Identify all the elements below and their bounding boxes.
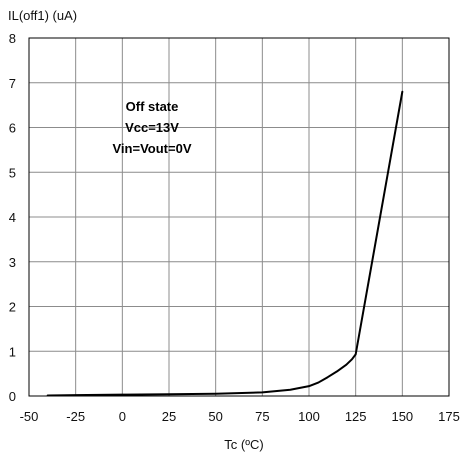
y-tick-label: 7 — [9, 76, 16, 91]
y-tick-label: 0 — [9, 389, 16, 404]
x-tick-label: 125 — [345, 409, 367, 424]
x-tick-label: 0 — [119, 409, 126, 424]
series-line — [46, 90, 404, 397]
y-tick-label: 6 — [9, 121, 16, 136]
grid — [29, 38, 449, 396]
x-axis-title: Tc (ºC) — [224, 437, 263, 452]
axes — [28, 37, 450, 397]
y-tick-label: 4 — [9, 210, 16, 225]
annotation-line-3: Vin=Vout=0V — [113, 141, 192, 156]
y-tick-label: 2 — [9, 300, 16, 315]
tick-labels: -50 -25 0 25 50 75 100 125 150 175 0 1 2 3 4 5 6 7 8 — [9, 31, 460, 424]
y-tick-label: 3 — [9, 255, 16, 270]
chart-annotation: Off state Vcc=13V Vin=Vout=0V — [113, 99, 192, 156]
plot-frame — [28, 37, 450, 397]
x-tick-label: -50 — [20, 409, 39, 424]
y-tick-label: 8 — [9, 31, 16, 46]
x-tick-label: 75 — [255, 409, 269, 424]
y-tick-label: 5 — [9, 165, 16, 180]
series-layer — [46, 90, 404, 397]
x-tick-label: 100 — [298, 409, 320, 424]
x-tick-label: 25 — [162, 409, 176, 424]
annotation-line-1: Off state — [126, 99, 179, 114]
x-tick-label: -25 — [66, 409, 85, 424]
annotation-line-2: Vcc=13V — [125, 120, 179, 135]
y-tick-label: 1 — [9, 344, 16, 359]
x-tick-label: 175 — [438, 409, 460, 424]
y-axis-title: IL(off1) (uA) — [8, 8, 77, 23]
x-tick-label: 150 — [391, 409, 413, 424]
x-tick-label: 50 — [208, 409, 222, 424]
